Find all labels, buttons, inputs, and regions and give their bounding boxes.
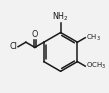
Text: CH$_3$: CH$_3$ [86,33,101,43]
Text: O: O [32,30,38,39]
Text: Cl: Cl [10,42,18,51]
Text: NH$_2$: NH$_2$ [52,11,69,23]
Text: OCH$_3$: OCH$_3$ [86,61,106,71]
